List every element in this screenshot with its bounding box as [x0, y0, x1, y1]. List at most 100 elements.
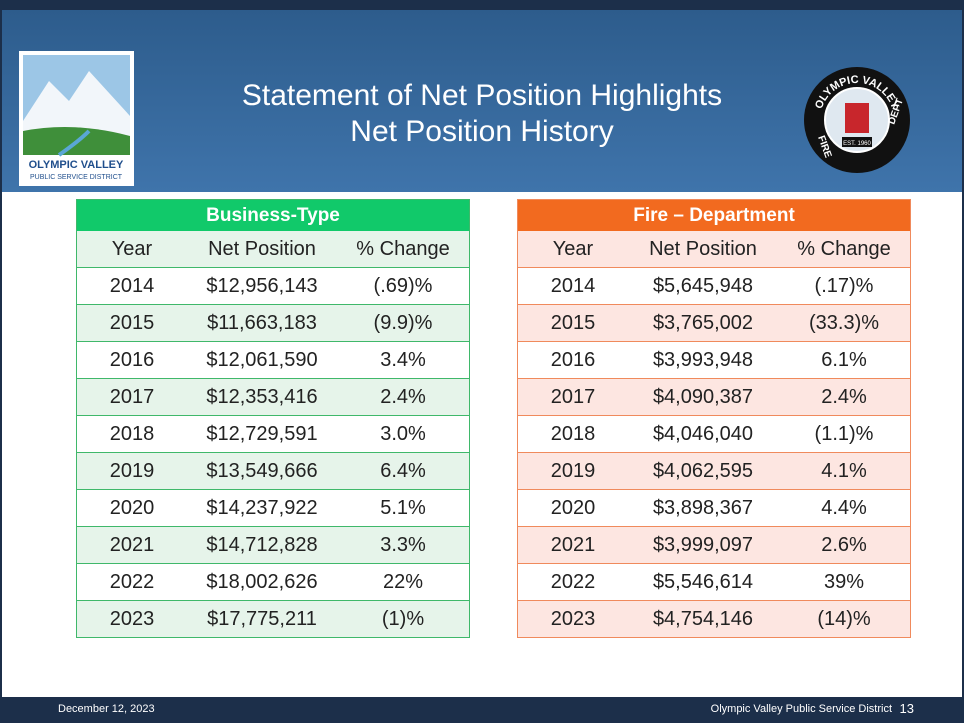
data-row: 2023 $4,754,146 (14)%: [517, 600, 911, 638]
cell: 2014: [550, 274, 596, 297]
data-row: 2017 $4,090,387 2.4%: [517, 378, 911, 416]
header: Statement of Net Position Highlights Net…: [2, 2, 962, 192]
cell: $3,765,002: [652, 311, 754, 334]
cell: 2014: [109, 274, 155, 297]
cell: 2022: [550, 570, 596, 593]
cell: 22%: [382, 570, 424, 593]
cell: 3.4%: [380, 348, 426, 371]
cell: $12,956,143: [206, 274, 318, 297]
cell: $4,090,387: [652, 385, 754, 408]
river: [57, 129, 91, 157]
cell: 2019: [109, 459, 155, 482]
cell: $4,754,146: [652, 607, 754, 630]
data-row: 2018 $4,046,040 (1.1)%: [517, 415, 911, 453]
cell: 39%: [823, 570, 865, 593]
cell: $3,993,948: [652, 348, 754, 371]
footer: December 12, 2023 Olympic Valley Public …: [2, 697, 962, 721]
cell: $4,046,040: [652, 422, 754, 445]
column-header-row: Year Net Position % Change: [517, 231, 911, 268]
table-title: Fire – Department: [517, 199, 911, 231]
title: Statement of Net Position Highlights Net…: [172, 78, 792, 150]
cell: 2018: [550, 422, 596, 445]
cell: 3.3%: [380, 533, 426, 556]
column-header: Year: [111, 237, 153, 260]
cell: (.17)%: [814, 274, 874, 297]
cell: 2.6%: [821, 533, 867, 556]
data-row: 2018 $12,729,591 3.0%: [76, 415, 470, 453]
data-row: 2015 $11,663,183 (9.9)%: [76, 304, 470, 342]
title-row: Business-Type: [76, 199, 470, 231]
footer-org: Olympic Valley Public Service District: [710, 703, 892, 715]
cell: 2021: [109, 533, 155, 556]
cell: 2017: [109, 385, 155, 408]
cell: $18,002,626: [206, 570, 318, 593]
cell: $5,645,948: [652, 274, 754, 297]
cell: 2023: [550, 607, 596, 630]
cell: 2015: [550, 311, 596, 334]
cell: $14,237,922: [206, 496, 318, 519]
cell: 2018: [109, 422, 155, 445]
cell: $14,712,828: [206, 533, 318, 556]
cell: $12,729,591: [206, 422, 318, 445]
cell: $11,663,183: [207, 311, 317, 334]
data-row: 2020 $14,237,922 5.1%: [76, 489, 470, 527]
cell: 4.4%: [821, 496, 867, 519]
column-header: % Change: [356, 237, 450, 260]
cell: 2020: [109, 496, 155, 519]
cell: (9.9)%: [373, 311, 433, 334]
data-row: 2019 $13,549,666 6.4%: [76, 452, 470, 490]
cell: $12,061,590: [206, 348, 318, 371]
data-row: 2023 $17,775,211 (1)%: [76, 600, 470, 638]
cell: 2017: [550, 385, 596, 408]
title-row: Fire – Department: [517, 199, 911, 231]
cell: 2016: [550, 348, 596, 371]
cell: 2023: [109, 607, 155, 630]
cell: (1.1)%: [814, 422, 874, 445]
cell: $3,898,367: [652, 496, 754, 519]
cell: 4.1%: [821, 459, 867, 482]
logo-text: OLYMPIC VALLEY: [29, 159, 124, 171]
cell: $3,999,097: [652, 533, 754, 556]
cell: 2019: [550, 459, 596, 482]
cell: 6.1%: [821, 348, 867, 371]
column-header: % Change: [797, 237, 891, 260]
column-header-row: Year Net Position % Change: [76, 231, 470, 268]
fire-table: Fire – Department Year Net Position % Chang…: [517, 199, 911, 638]
column-header: Net Position: [649, 237, 757, 260]
cell: 6.4%: [380, 459, 426, 482]
data-row: 2020 $3,898,367 4.4%: [517, 489, 911, 527]
data-row: 2014 $12,956,143 (.69)%: [76, 267, 470, 305]
data-row: 2017 $12,353,416 2.4%: [76, 378, 470, 416]
cell: 5.1%: [380, 496, 426, 519]
cell: (1)%: [381, 607, 425, 630]
est-band: [842, 137, 872, 147]
fire-logo: OLYMPIC VALLEY FIRE DEPT EST. 1960: [804, 67, 910, 173]
cell: 2.4%: [380, 385, 426, 408]
cell: (14)%: [817, 607, 871, 630]
page-number: 13: [899, 701, 914, 716]
business-table: Business-Type Year Net Position % Change 201…: [76, 199, 470, 638]
data-row: 2014 $5,645,948 (.17)%: [517, 267, 911, 305]
cell: $4,062,595: [652, 459, 754, 482]
column-header: Net Position: [208, 237, 316, 260]
cell: (.69)%: [373, 274, 433, 297]
cell: 2020: [550, 496, 596, 519]
cell: 2021: [550, 533, 596, 556]
cell: 2.4%: [821, 385, 867, 408]
table-title: Business-Type: [76, 199, 470, 231]
emblem: [845, 103, 869, 133]
psd-logo: OLYMPIC VALLEY PUBLIC SERVICE DISTRICT: [19, 51, 134, 186]
footer-date: December 12, 2023: [58, 703, 155, 715]
title-line: Statement of Net Position Highlights: [241, 79, 723, 112]
cell: $5,546,614: [652, 570, 754, 593]
cell: $17,775,211: [207, 607, 317, 630]
data-row: 2016 $3,993,948 6.1%: [517, 341, 911, 379]
data-row: 2016 $12,061,590 3.4%: [76, 341, 470, 379]
data-row: 2021 $3,999,097 2.6%: [517, 526, 911, 564]
data-row: 2019 $4,062,595 4.1%: [517, 452, 911, 490]
cell: $12,353,416: [206, 385, 318, 408]
cell: (33.3)%: [808, 311, 880, 334]
title-line: Net Position History: [350, 115, 614, 148]
data-row: 2022 $5,546,614 39%: [517, 563, 911, 601]
